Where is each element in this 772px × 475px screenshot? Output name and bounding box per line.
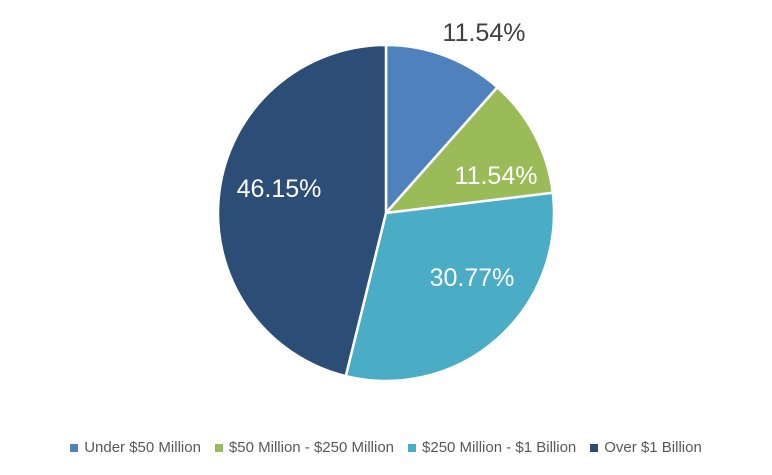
data-label: 30.77% xyxy=(430,264,515,292)
pie-slice xyxy=(382,85,555,215)
legend-item-250m-1b: $250 Million - $1 Billion xyxy=(408,439,576,456)
legend-item-over-1b: Over $1 Billion xyxy=(590,439,702,456)
legend-item-50m-250m: $50 Million - $250 Million xyxy=(214,439,395,456)
pie-slice xyxy=(344,191,556,383)
legend-swatch xyxy=(214,443,223,452)
legend-item-under-50m: Under $50 Million xyxy=(70,439,201,456)
pie-slice xyxy=(216,43,388,378)
legend-label: $50 Million - $250 Million xyxy=(228,439,395,456)
pie-chart: 11.54% 11.54% 30.77% 46.15% xyxy=(216,19,556,383)
legend-label: $250 Million - $1 Billion xyxy=(422,439,577,456)
pie-slice xyxy=(384,43,500,217)
legend-label: Under $50 Million xyxy=(84,439,201,456)
data-label: 46.15% xyxy=(237,175,322,203)
data-label: 11.54% xyxy=(455,162,538,190)
legend-swatch xyxy=(70,443,79,452)
legend-swatch xyxy=(408,443,417,452)
legend-swatch xyxy=(590,443,599,452)
data-label: 11.54% xyxy=(443,19,526,47)
legend-label: Over $1 Billion xyxy=(604,439,702,456)
legend: Under $50 Million $50 Million - $250 Mil… xyxy=(0,439,772,456)
